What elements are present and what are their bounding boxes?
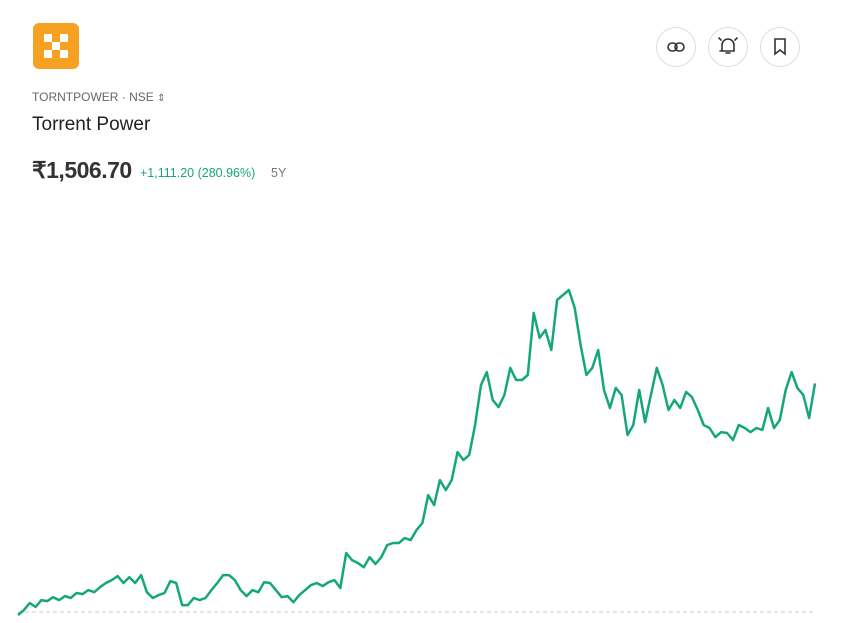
symbol: TORNTPOWER · NSE ⇕ bbox=[32, 90, 166, 104]
logo bbox=[33, 23, 79, 69]
symbol-text: TORNTPOWER · NSE bbox=[32, 90, 154, 104]
alert-button[interactable] bbox=[708, 27, 748, 67]
price-line bbox=[17, 288, 817, 616]
bookmark-button[interactable] bbox=[760, 27, 800, 67]
period: 5Y bbox=[271, 166, 287, 180]
stock-name: Torrent Power bbox=[32, 114, 151, 135]
actions bbox=[656, 27, 800, 67]
switch-icon[interactable]: ⇕ bbox=[157, 93, 166, 104]
link-button[interactable] bbox=[656, 27, 696, 67]
price: ₹1,506.70 bbox=[32, 157, 132, 183]
logo-mark bbox=[44, 34, 68, 58]
change: +1,111.20 (280.96%) bbox=[140, 166, 256, 180]
